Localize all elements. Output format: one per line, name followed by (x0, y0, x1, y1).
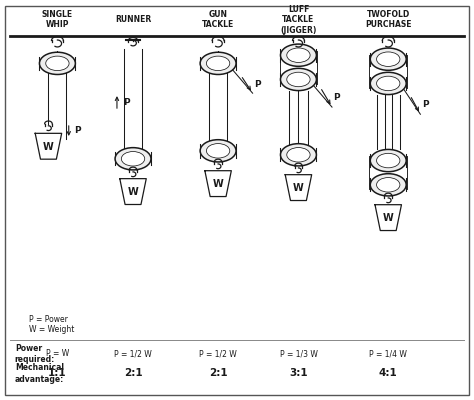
Text: W: W (43, 142, 54, 152)
Text: 3:1: 3:1 (289, 368, 308, 378)
Text: RUNNER: RUNNER (115, 15, 151, 24)
Ellipse shape (46, 56, 69, 70)
Ellipse shape (376, 76, 400, 91)
Polygon shape (285, 175, 312, 200)
Text: Mechanical
advantage:: Mechanical advantage: (15, 364, 64, 384)
Text: GUN
TACKLE: GUN TACKLE (202, 10, 234, 29)
Text: P = Power: P = Power (29, 315, 68, 324)
Text: P: P (333, 93, 340, 102)
Text: 2:1: 2:1 (209, 368, 228, 378)
Polygon shape (120, 179, 146, 204)
Ellipse shape (206, 144, 230, 158)
Polygon shape (205, 171, 231, 196)
Text: W = Weight: W = Weight (29, 325, 74, 334)
Text: Power
required:: Power required: (15, 344, 55, 364)
Ellipse shape (370, 48, 406, 70)
Text: P: P (254, 80, 260, 89)
Ellipse shape (287, 148, 310, 162)
Text: SINGLE
WHIP: SINGLE WHIP (42, 10, 73, 29)
Ellipse shape (287, 48, 310, 62)
Ellipse shape (376, 52, 400, 66)
Polygon shape (375, 205, 401, 230)
Text: LUFF
TACKLE
(JIGGER): LUFF TACKLE (JIGGER) (280, 5, 317, 34)
Text: W: W (213, 179, 223, 189)
Text: W: W (293, 183, 304, 193)
Text: P = 1/3 W: P = 1/3 W (280, 349, 318, 358)
Text: 4:1: 4:1 (379, 368, 398, 378)
Ellipse shape (115, 148, 151, 170)
Ellipse shape (287, 72, 310, 87)
Text: P: P (422, 100, 429, 109)
Text: P = 1/4 W: P = 1/4 W (369, 349, 407, 358)
Text: P = 1/2 W: P = 1/2 W (114, 349, 152, 358)
Ellipse shape (39, 52, 75, 74)
Text: W: W (383, 213, 393, 223)
Text: P: P (123, 98, 129, 107)
Ellipse shape (281, 44, 317, 66)
Text: 2:1: 2:1 (124, 368, 142, 378)
Ellipse shape (200, 140, 236, 162)
Ellipse shape (200, 52, 236, 74)
Ellipse shape (121, 152, 145, 166)
Text: P = W: P = W (46, 349, 69, 358)
Polygon shape (35, 133, 62, 159)
Text: P = 1/2 W: P = 1/2 W (199, 349, 237, 358)
Ellipse shape (370, 72, 406, 94)
Ellipse shape (376, 153, 400, 168)
Ellipse shape (281, 68, 317, 90)
Text: TWOFOLD
PURCHASE: TWOFOLD PURCHASE (365, 10, 411, 29)
Text: W: W (128, 187, 138, 197)
Ellipse shape (370, 174, 406, 196)
Ellipse shape (206, 56, 230, 70)
Text: P: P (74, 126, 81, 136)
Ellipse shape (376, 178, 400, 192)
Ellipse shape (281, 144, 317, 166)
Text: 1:1: 1:1 (48, 368, 67, 378)
Ellipse shape (370, 150, 406, 172)
